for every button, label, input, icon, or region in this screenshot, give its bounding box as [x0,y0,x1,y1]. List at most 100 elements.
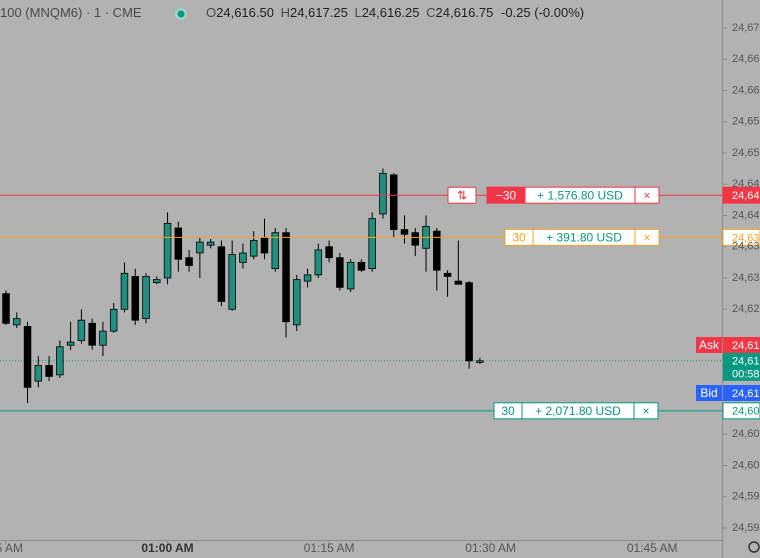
candle-body [249,240,258,257]
candle-body [66,341,75,346]
order-qty: −30 [496,188,517,202]
order-price-label: 24,64 [732,190,760,202]
y-tick-label: 24,60 [732,459,760,471]
candle-body [433,230,441,271]
x-tick-label: 01:45 AM [627,541,678,555]
candle-body [336,257,344,288]
header: 100 (MNQM6) · 1 · CME O24,616.50 H24,617… [0,5,584,20]
y-tick-label: 24,64 [732,178,760,190]
candle-body [228,254,236,310]
candle-body [271,232,279,270]
candle-body [357,261,366,271]
candle-body [13,318,21,326]
y-tick-label: 24,59 [732,522,760,534]
last-price-tag [723,352,760,381]
order-close-icon: × [642,404,649,418]
bid-price-tag [723,385,760,401]
high-value: 24,617.25 [290,5,348,20]
y-tick-label: 24,66 [732,53,760,65]
candle-body [45,365,53,377]
x-tick-label: 35 AM [0,541,23,555]
candle-body [153,279,161,284]
order-price-tag [722,228,760,246]
candle-body [56,346,64,376]
order-price-label: 24,60 [732,406,760,418]
candle-body [163,222,172,279]
ask-name-box [696,337,722,353]
l-label: L [354,5,361,20]
candle-body [368,218,376,270]
h-label: H [281,5,290,20]
bid-price-label: 24,61 [732,388,760,400]
order-pnl: + 1,576.80 USD [537,188,623,202]
candle-body [196,241,204,254]
order-price-label: 24,63 [732,232,760,244]
candle-body [34,365,43,382]
reverse-icon: ⇅ [457,188,467,202]
ask-name: Ask [699,338,720,352]
order-qty: 30 [501,404,515,418]
order-close-icon: × [643,188,650,202]
change-value: -0.25 (-0.00%) [501,5,584,20]
order-price-tag [722,186,760,204]
candle-body [282,232,290,323]
order-close-button[interactable] [634,228,660,246]
candle-body [260,236,269,254]
candle-body [239,252,247,263]
y-tick-label: 24,63 [732,241,760,253]
candle-body [109,308,118,332]
candle-body [120,272,129,310]
order-close-button[interactable] [634,186,660,204]
order-close-button[interactable] [633,402,659,420]
candle-body [2,293,10,324]
candle-body [88,322,96,346]
status-dot [177,10,185,18]
ask-price-label: 24,61 [732,340,760,352]
y-tick-label: 24,60 [732,428,760,440]
candle-body [303,274,312,282]
candle-body [443,272,452,277]
candle-body [379,172,387,215]
y-tick-label: 24,65 [732,116,760,128]
candle-body [389,174,398,230]
candle-body [185,257,193,266]
last-price-label: 24,61 [732,356,760,368]
plot: ⇅ −30 + 1,576.80 USD × 24,64 30 + 391.80 USD × 2… [0,168,760,420]
candle-body [400,229,409,235]
candle-body [476,360,484,363]
candle-body [99,330,107,346]
ask-price-tag [723,337,760,353]
low-value: 24,616.25 [362,5,420,20]
candle-body [77,319,86,341]
y-tick-label: 24,59 [732,491,760,503]
open-value: 24,616.50 [216,5,274,20]
settings-icon[interactable] [748,541,760,553]
candle-body [454,280,463,285]
order-price-tag [722,402,760,420]
candle-body [131,276,139,321]
candle-body [411,232,420,246]
candle-body [142,276,150,320]
close-value: 24,616.75 [436,5,494,20]
reverse-button[interactable] [447,186,477,204]
candle-body [217,246,226,302]
y-tick-label: 24,64 [732,209,760,221]
x-tick-label: 01:15 AM [304,541,355,555]
order-pnl: + 391.80 USD [546,231,622,245]
order-close-icon: × [643,231,650,245]
countdown: 00:58 [732,369,760,381]
candle-body [314,249,323,276]
order-qty: 30 [512,231,526,245]
candle-body [174,227,183,260]
c-label: C [426,5,435,20]
candle-body [465,282,473,362]
candle-body [325,246,333,259]
y-tick-label: 24,63 [732,272,760,284]
candle-body [346,261,355,290]
x-tick-label: 01:30 AM [465,541,516,555]
y-tick-label: 24,67 [732,22,760,34]
bid-name: Bid [700,386,717,400]
x-tick-label: 01:00 AM [141,541,193,555]
